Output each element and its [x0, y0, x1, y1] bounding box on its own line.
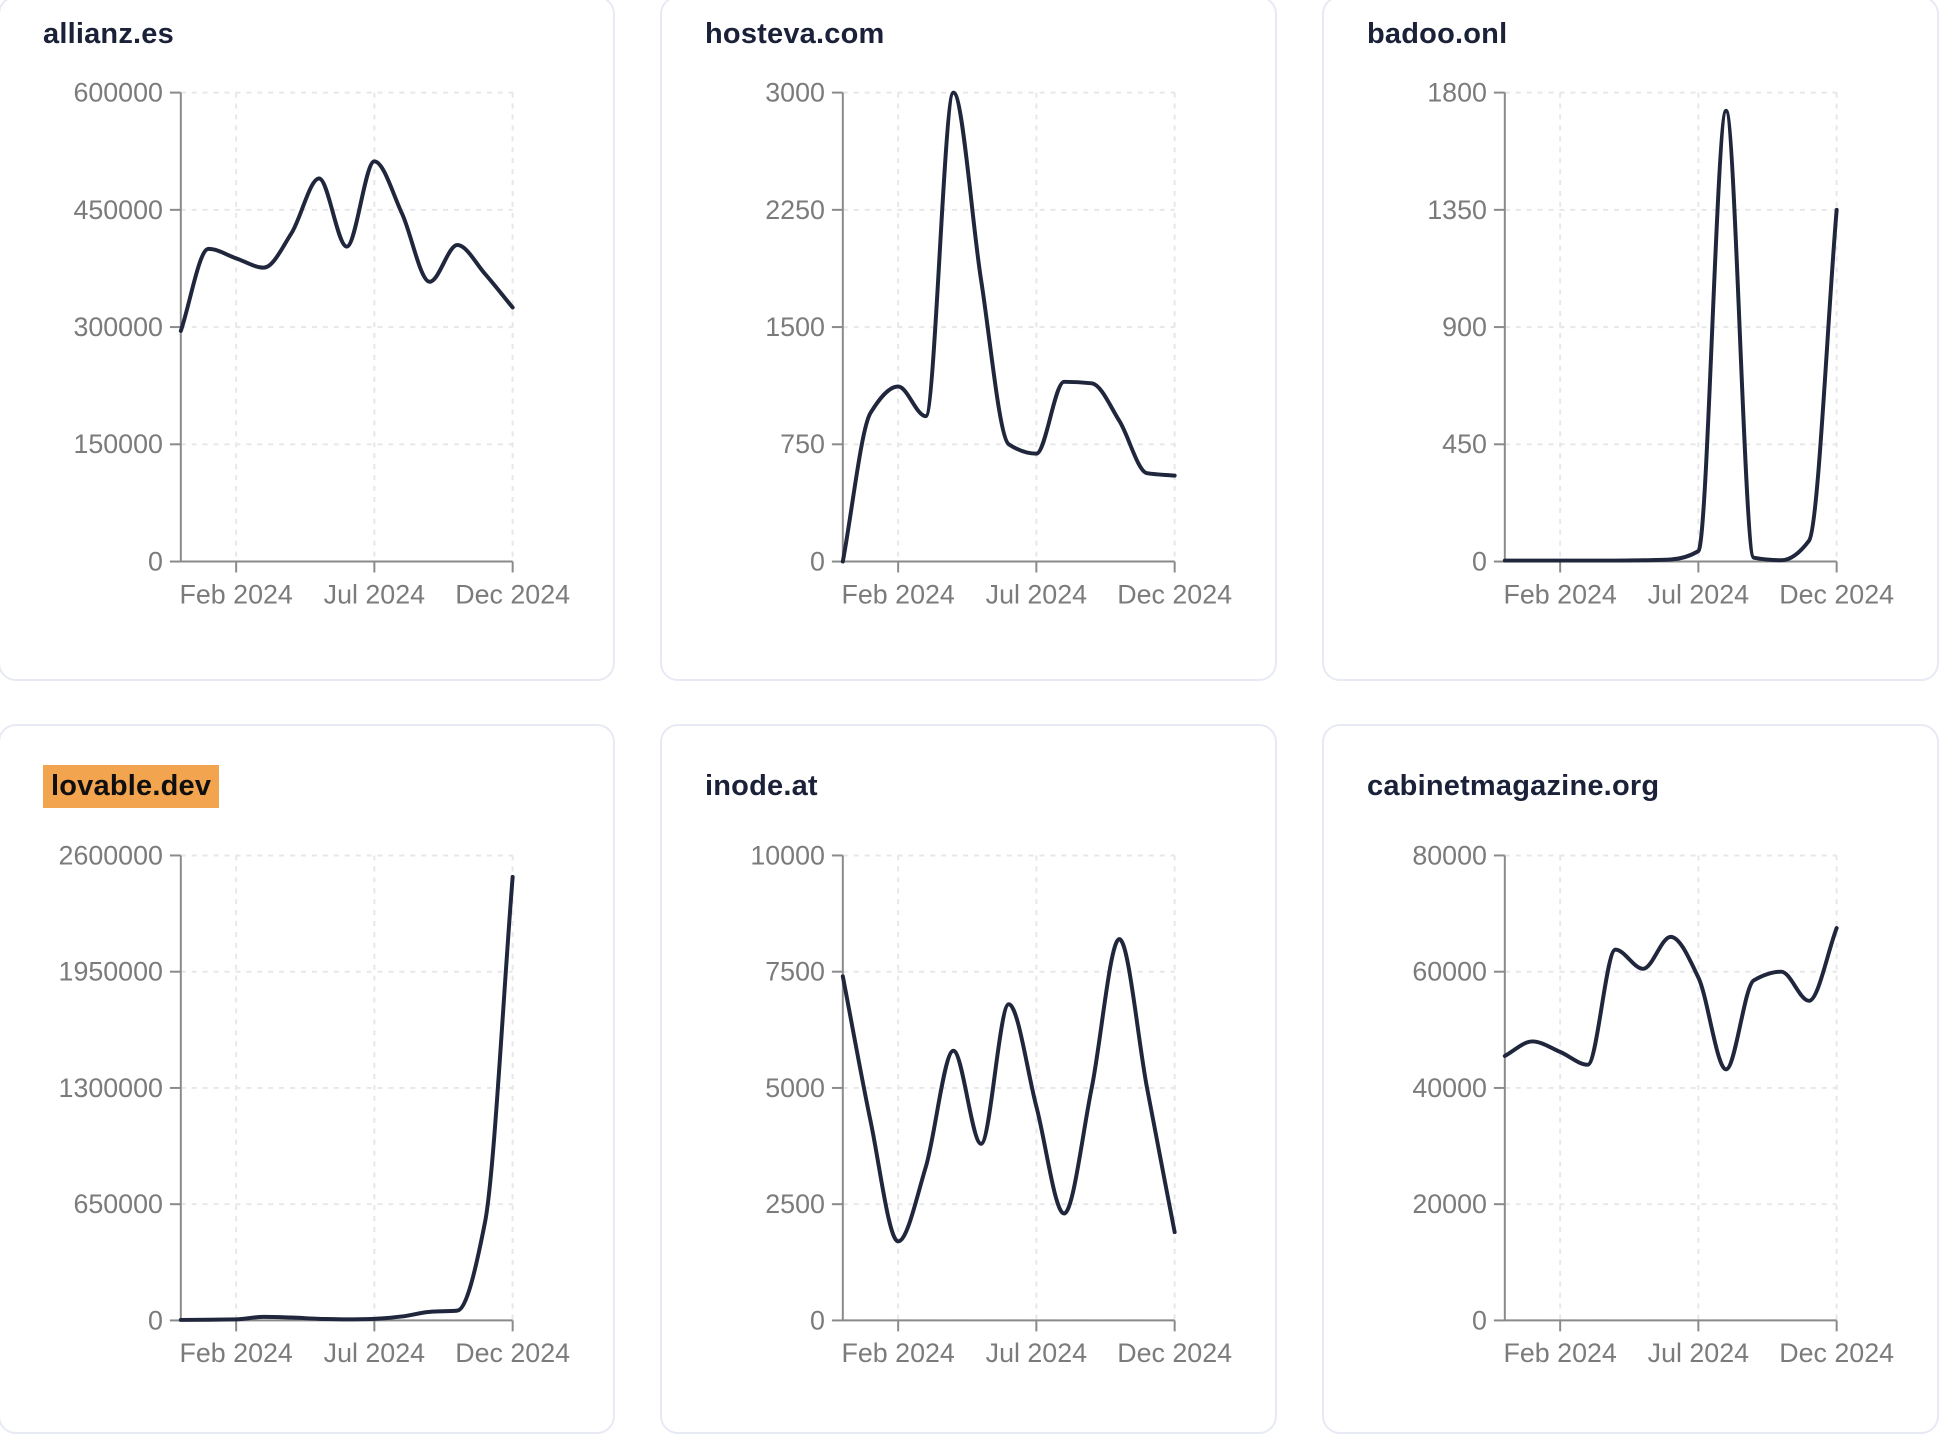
svg-text:2250: 2250 — [765, 195, 825, 225]
svg-text:300000: 300000 — [73, 312, 162, 342]
svg-text:Dec 2024: Dec 2024 — [1117, 1338, 1232, 1368]
svg-text:0: 0 — [810, 546, 825, 576]
svg-text:0: 0 — [148, 1305, 163, 1335]
svg-text:Jul 2024: Jul 2024 — [986, 1338, 1087, 1368]
svg-text:Dec 2024: Dec 2024 — [455, 1338, 570, 1368]
svg-text:Dec 2024: Dec 2024 — [1117, 579, 1232, 609]
svg-text:20000: 20000 — [1412, 1189, 1487, 1219]
svg-text:Dec 2024: Dec 2024 — [1779, 579, 1894, 609]
svg-text:0: 0 — [810, 1305, 825, 1335]
svg-text:3000: 3000 — [765, 78, 825, 108]
svg-text:1300000: 1300000 — [59, 1073, 163, 1103]
svg-text:Feb 2024: Feb 2024 — [180, 579, 293, 609]
svg-text:900: 900 — [1442, 312, 1487, 342]
svg-text:7500: 7500 — [765, 957, 825, 987]
svg-text:1500: 1500 — [765, 312, 825, 342]
svg-text:10000: 10000 — [750, 840, 825, 870]
chart-card-hosteva: hosteva.com 0 750 1500 2250 3000 Feb 2024 Jul … — [660, 0, 1277, 681]
card-header: allianz.es — [43, 18, 174, 51]
svg-text:60000: 60000 — [1412, 957, 1487, 987]
line-chart: 0 2500 5000 7500 10000 Feb 2024 Jul 2024 Dec 20… — [750, 840, 1232, 1368]
svg-text:Jul 2024: Jul 2024 — [1648, 579, 1749, 609]
domain-title[interactable]: inode.at — [705, 770, 818, 802]
line-chart: 0 150000 300000 450000 600000 Feb 2024 Jul 202… — [73, 78, 570, 610]
svg-text:80000: 80000 — [1412, 840, 1487, 870]
chart-card-allianz: allianz.es 0 150000 300000 450000 600000 Feb … — [0, 0, 615, 681]
svg-text:650000: 650000 — [73, 1189, 162, 1219]
domain-title[interactable]: cabinetmagazine.org — [1367, 770, 1660, 802]
svg-text:450: 450 — [1442, 429, 1487, 459]
domain-title[interactable]: allianz.es — [43, 18, 174, 50]
svg-text:1950000: 1950000 — [59, 957, 163, 987]
svg-text:600000: 600000 — [73, 78, 162, 108]
line-chart: 0 650000 1300000 1950000 2600000 Feb 2024 Jul … — [59, 840, 571, 1368]
svg-text:Jul 2024: Jul 2024 — [986, 579, 1087, 609]
svg-text:1350: 1350 — [1427, 195, 1487, 225]
card-header: lovable.dev — [43, 765, 220, 808]
domain-title[interactable]: hosteva.com — [705, 18, 885, 50]
svg-text:Jul 2024: Jul 2024 — [324, 579, 425, 609]
card-header: cabinetmagazine.org — [1367, 770, 1659, 803]
svg-text:Feb 2024: Feb 2024 — [1504, 579, 1617, 609]
card-header: inode.at — [705, 770, 818, 803]
chart-card-lovable: lovable.dev 0 650000 1300000 1950000 2600000… — [0, 724, 615, 1434]
svg-text:Feb 2024: Feb 2024 — [180, 1338, 293, 1368]
svg-text:Feb 2024: Feb 2024 — [1504, 1338, 1617, 1368]
chart-card-inode: inode.at 0 2500 5000 7500 10000 Feb 2024 Jul 2… — [660, 724, 1277, 1434]
domain-title[interactable]: badoo.onl — [1367, 18, 1508, 50]
svg-text:Dec 2024: Dec 2024 — [1779, 1338, 1894, 1368]
svg-text:5000: 5000 — [765, 1073, 825, 1103]
svg-text:40000: 40000 — [1412, 1073, 1487, 1103]
svg-text:Dec 2024: Dec 2024 — [455, 579, 570, 609]
card-header: badoo.onl — [1367, 18, 1507, 51]
svg-text:450000: 450000 — [73, 195, 162, 225]
svg-text:2600000: 2600000 — [59, 840, 163, 870]
svg-text:1800: 1800 — [1427, 78, 1487, 108]
chart-card-badoo: badoo.onl 0 450 900 1350 1800 Feb 2024 Jul 202… — [1322, 0, 1939, 681]
svg-text:0: 0 — [1472, 546, 1487, 576]
line-chart: 0 20000 40000 60000 80000 Feb 2024 Jul 2024 Dec… — [1412, 840, 1894, 1368]
svg-text:150000: 150000 — [73, 429, 162, 459]
line-chart: 0 450 900 1350 1800 Feb 2024 Jul 2024 Dec 2024 — [1427, 78, 1894, 610]
svg-text:Jul 2024: Jul 2024 — [324, 1338, 425, 1368]
domain-title-highlighted[interactable]: lovable.dev — [43, 765, 220, 808]
chart-card-cabinetmagazine: cabinetmagazine.org 0 20000 40000 60000 8000… — [1322, 724, 1939, 1434]
svg-text:Feb 2024: Feb 2024 — [842, 579, 955, 609]
svg-text:Jul 2024: Jul 2024 — [1648, 1338, 1749, 1368]
svg-text:750: 750 — [780, 429, 825, 459]
svg-text:2500: 2500 — [765, 1189, 825, 1219]
line-chart: 0 750 1500 2250 3000 Feb 2024 Jul 2024 Dec 2024 — [765, 78, 1232, 610]
svg-text:Feb 2024: Feb 2024 — [842, 1338, 955, 1368]
svg-text:0: 0 — [1472, 1305, 1487, 1335]
card-header: hosteva.com — [705, 18, 885, 51]
svg-text:0: 0 — [148, 546, 163, 576]
